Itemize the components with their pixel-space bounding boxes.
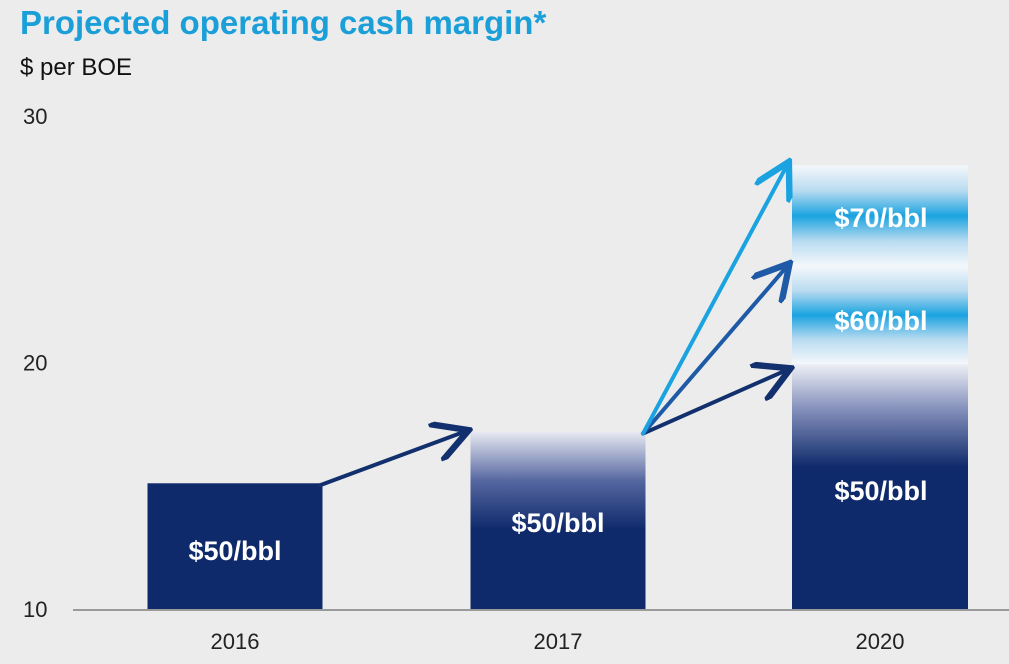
x-tick-label-2020: 2020 bbox=[856, 629, 905, 654]
bar-label-2020-70: $70/bbl bbox=[834, 203, 927, 233]
bar-label-2020-50: $50/bbl bbox=[834, 476, 927, 506]
arrow-2017-2020-50 bbox=[641, 370, 787, 436]
bar-2020-60 bbox=[792, 266, 968, 364]
chart-subtitle: $ per BOE bbox=[20, 54, 133, 81]
x-tick-label-2017: 2017 bbox=[534, 629, 583, 654]
bar-label-2016: $50/bbl bbox=[188, 536, 281, 566]
bar-label-2017: $50/bbl bbox=[511, 508, 604, 538]
bar-2020-base bbox=[792, 363, 968, 609]
x-tick-label-2016: 2016 bbox=[211, 629, 260, 654]
arrow-2016-2017 bbox=[318, 432, 465, 488]
chart-title: Projected operating cash margin* bbox=[20, 4, 547, 41]
arrow-2017-2020-70 bbox=[641, 165, 787, 436]
bar-2016 bbox=[147, 483, 323, 609]
y-tick-label: 20 bbox=[23, 351, 47, 376]
arrow-2017-2020-60 bbox=[641, 266, 787, 436]
y-tick-label: 10 bbox=[23, 597, 47, 622]
bar-label-2020-60: $60/bbl bbox=[834, 306, 927, 336]
bar-2017 bbox=[470, 431, 646, 609]
y-tick-label: 30 bbox=[23, 104, 47, 129]
bar-2020-70 bbox=[792, 165, 968, 267]
